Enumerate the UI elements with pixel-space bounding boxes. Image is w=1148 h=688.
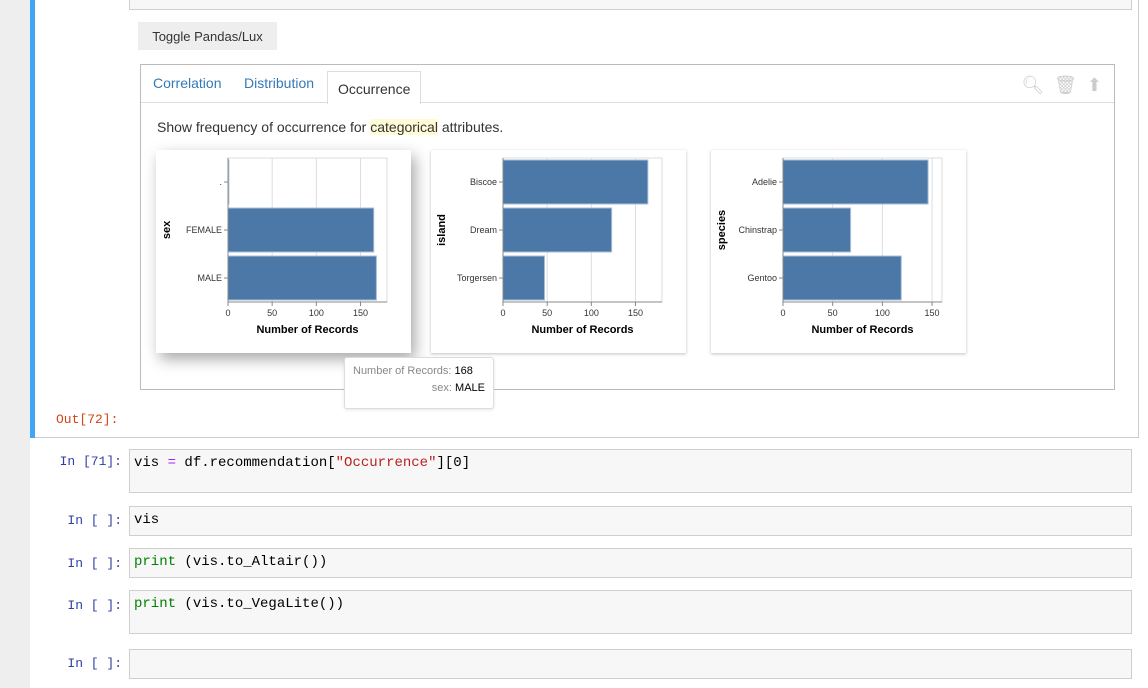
upload-icon[interactable]: ⬆︎ bbox=[1086, 75, 1102, 95]
x-tick-label: 50 bbox=[542, 308, 552, 318]
chart-card-island[interactable]: 0 50 100 150 Biscoe Dream Torgersen Number of R… bbox=[431, 150, 686, 353]
x-tick-label: 150 bbox=[925, 308, 940, 318]
x-tick-label: 100 bbox=[875, 308, 890, 318]
code-token: = bbox=[167, 455, 177, 471]
tab-distribution[interactable]: Distribution bbox=[244, 75, 315, 91]
input-prompt: In [71]: bbox=[59, 454, 122, 469]
toggle-pandas-lux-button[interactable]: Toggle Pandas/Lux bbox=[138, 22, 277, 50]
bar-FEMALE[interactable] bbox=[227, 207, 375, 253]
code-token: vis bbox=[134, 512, 160, 528]
y-tick-label: Dream bbox=[470, 225, 497, 235]
x-tick-label: 0 bbox=[780, 308, 785, 318]
out-prompt: Out[72]: bbox=[56, 412, 119, 427]
tab-correlation[interactable]: Correlation bbox=[153, 75, 222, 91]
code-cell-input[interactable] bbox=[129, 649, 1132, 679]
x-axis-title: Number of Records bbox=[256, 324, 358, 336]
code-token: print bbox=[134, 596, 177, 612]
output-cell[interactable] bbox=[30, 0, 1139, 438]
code-cell-input[interactable]: vis bbox=[129, 506, 1132, 536]
chart-card-sex[interactable]: 0 50 100 150. FEMALE MALE Number of Records sex bbox=[156, 150, 411, 353]
trash-icon[interactable]: 🗑︎ bbox=[1054, 75, 1077, 95]
code-token: "Occurrence" bbox=[335, 455, 437, 471]
code-cell-input[interactable]: print (vis.to_Altair()) bbox=[129, 548, 1132, 578]
code-token: (vis.to_Altair()) bbox=[176, 554, 328, 570]
x-tick-label: 150 bbox=[353, 308, 368, 318]
x-tick-label: 100 bbox=[584, 308, 599, 318]
bar-Dream[interactable] bbox=[502, 207, 613, 253]
y-tick-label: Biscoe bbox=[470, 177, 497, 187]
y-axis-title: island bbox=[436, 214, 448, 246]
tab-bar: Correlation Distribution Occurrence 🔍︎ 🗑… bbox=[141, 65, 1114, 104]
x-axis-title: Number of Records bbox=[811, 324, 913, 336]
code-token: (vis.to_VegaLite()) bbox=[176, 596, 345, 612]
code-token: df.recommendation[ bbox=[176, 455, 336, 471]
x-tick-label: 50 bbox=[267, 308, 277, 318]
lux-widget: Correlation Distribution Occurrence 🔍︎ 🗑… bbox=[140, 64, 1115, 390]
code-token: ][0] bbox=[436, 455, 471, 471]
input-prompt: In [ ]: bbox=[67, 513, 122, 528]
x-axis-title: Number of Records bbox=[531, 324, 633, 336]
y-tick-label: Adelie bbox=[752, 177, 777, 187]
cell-selection-bar bbox=[30, 0, 35, 438]
x-tick-label: 0 bbox=[225, 308, 230, 318]
bar-Chinstrap[interactable] bbox=[782, 207, 852, 253]
bar-Biscoe[interactable] bbox=[502, 159, 649, 205]
y-tick-label: Gentoo bbox=[747, 273, 777, 283]
x-tick-label: 50 bbox=[828, 308, 838, 318]
previous-cell-input[interactable] bbox=[129, 0, 1132, 10]
tab-description: Show frequency of occurrence for categor… bbox=[157, 119, 504, 135]
bar-Torgersen[interactable] bbox=[502, 255, 546, 301]
code-cell-input[interactable]: print (vis.to_VegaLite()) bbox=[129, 590, 1132, 634]
bar-Gentoo[interactable] bbox=[782, 255, 902, 301]
input-prompt: In [ ]: bbox=[67, 656, 122, 671]
code-cell-input[interactable]: vis = df.recommendation["Occurrence"][0] bbox=[129, 449, 1132, 493]
x-tick-label: 150 bbox=[628, 308, 643, 318]
x-tick-label: 0 bbox=[500, 308, 505, 318]
y-tick-label: MALE bbox=[197, 273, 222, 283]
input-prompt: In [ ]: bbox=[67, 598, 122, 613]
x-tick-label: 100 bbox=[309, 308, 324, 318]
y-axis-title: species bbox=[716, 210, 728, 250]
chart-tooltip: Number of Records: 168 sex: MALE bbox=[344, 357, 494, 409]
code-token: print bbox=[134, 554, 177, 570]
input-prompt: In [ ]: bbox=[67, 556, 122, 571]
notebook-gutter bbox=[0, 0, 30, 688]
y-tick-label: Chinstrap bbox=[738, 225, 777, 235]
y-tick-label: Torgersen bbox=[457, 273, 497, 283]
bar-Adelie[interactable] bbox=[782, 159, 929, 205]
tab-occurrence[interactable]: Occurrence bbox=[327, 71, 422, 104]
search-icon[interactable]: 🔍︎ bbox=[1021, 75, 1045, 95]
code-token: vis bbox=[134, 455, 168, 471]
highlight-categorical: categorical bbox=[370, 119, 438, 135]
y-tick-label: . bbox=[219, 177, 222, 187]
chart-card-species[interactable]: 0 50 100 150 Adelie Chinstrap Gentoo Number of … bbox=[711, 150, 966, 353]
y-tick-label: FEMALE bbox=[186, 225, 222, 235]
y-axis-title: sex bbox=[161, 220, 173, 239]
bar-MALE[interactable] bbox=[227, 255, 377, 301]
